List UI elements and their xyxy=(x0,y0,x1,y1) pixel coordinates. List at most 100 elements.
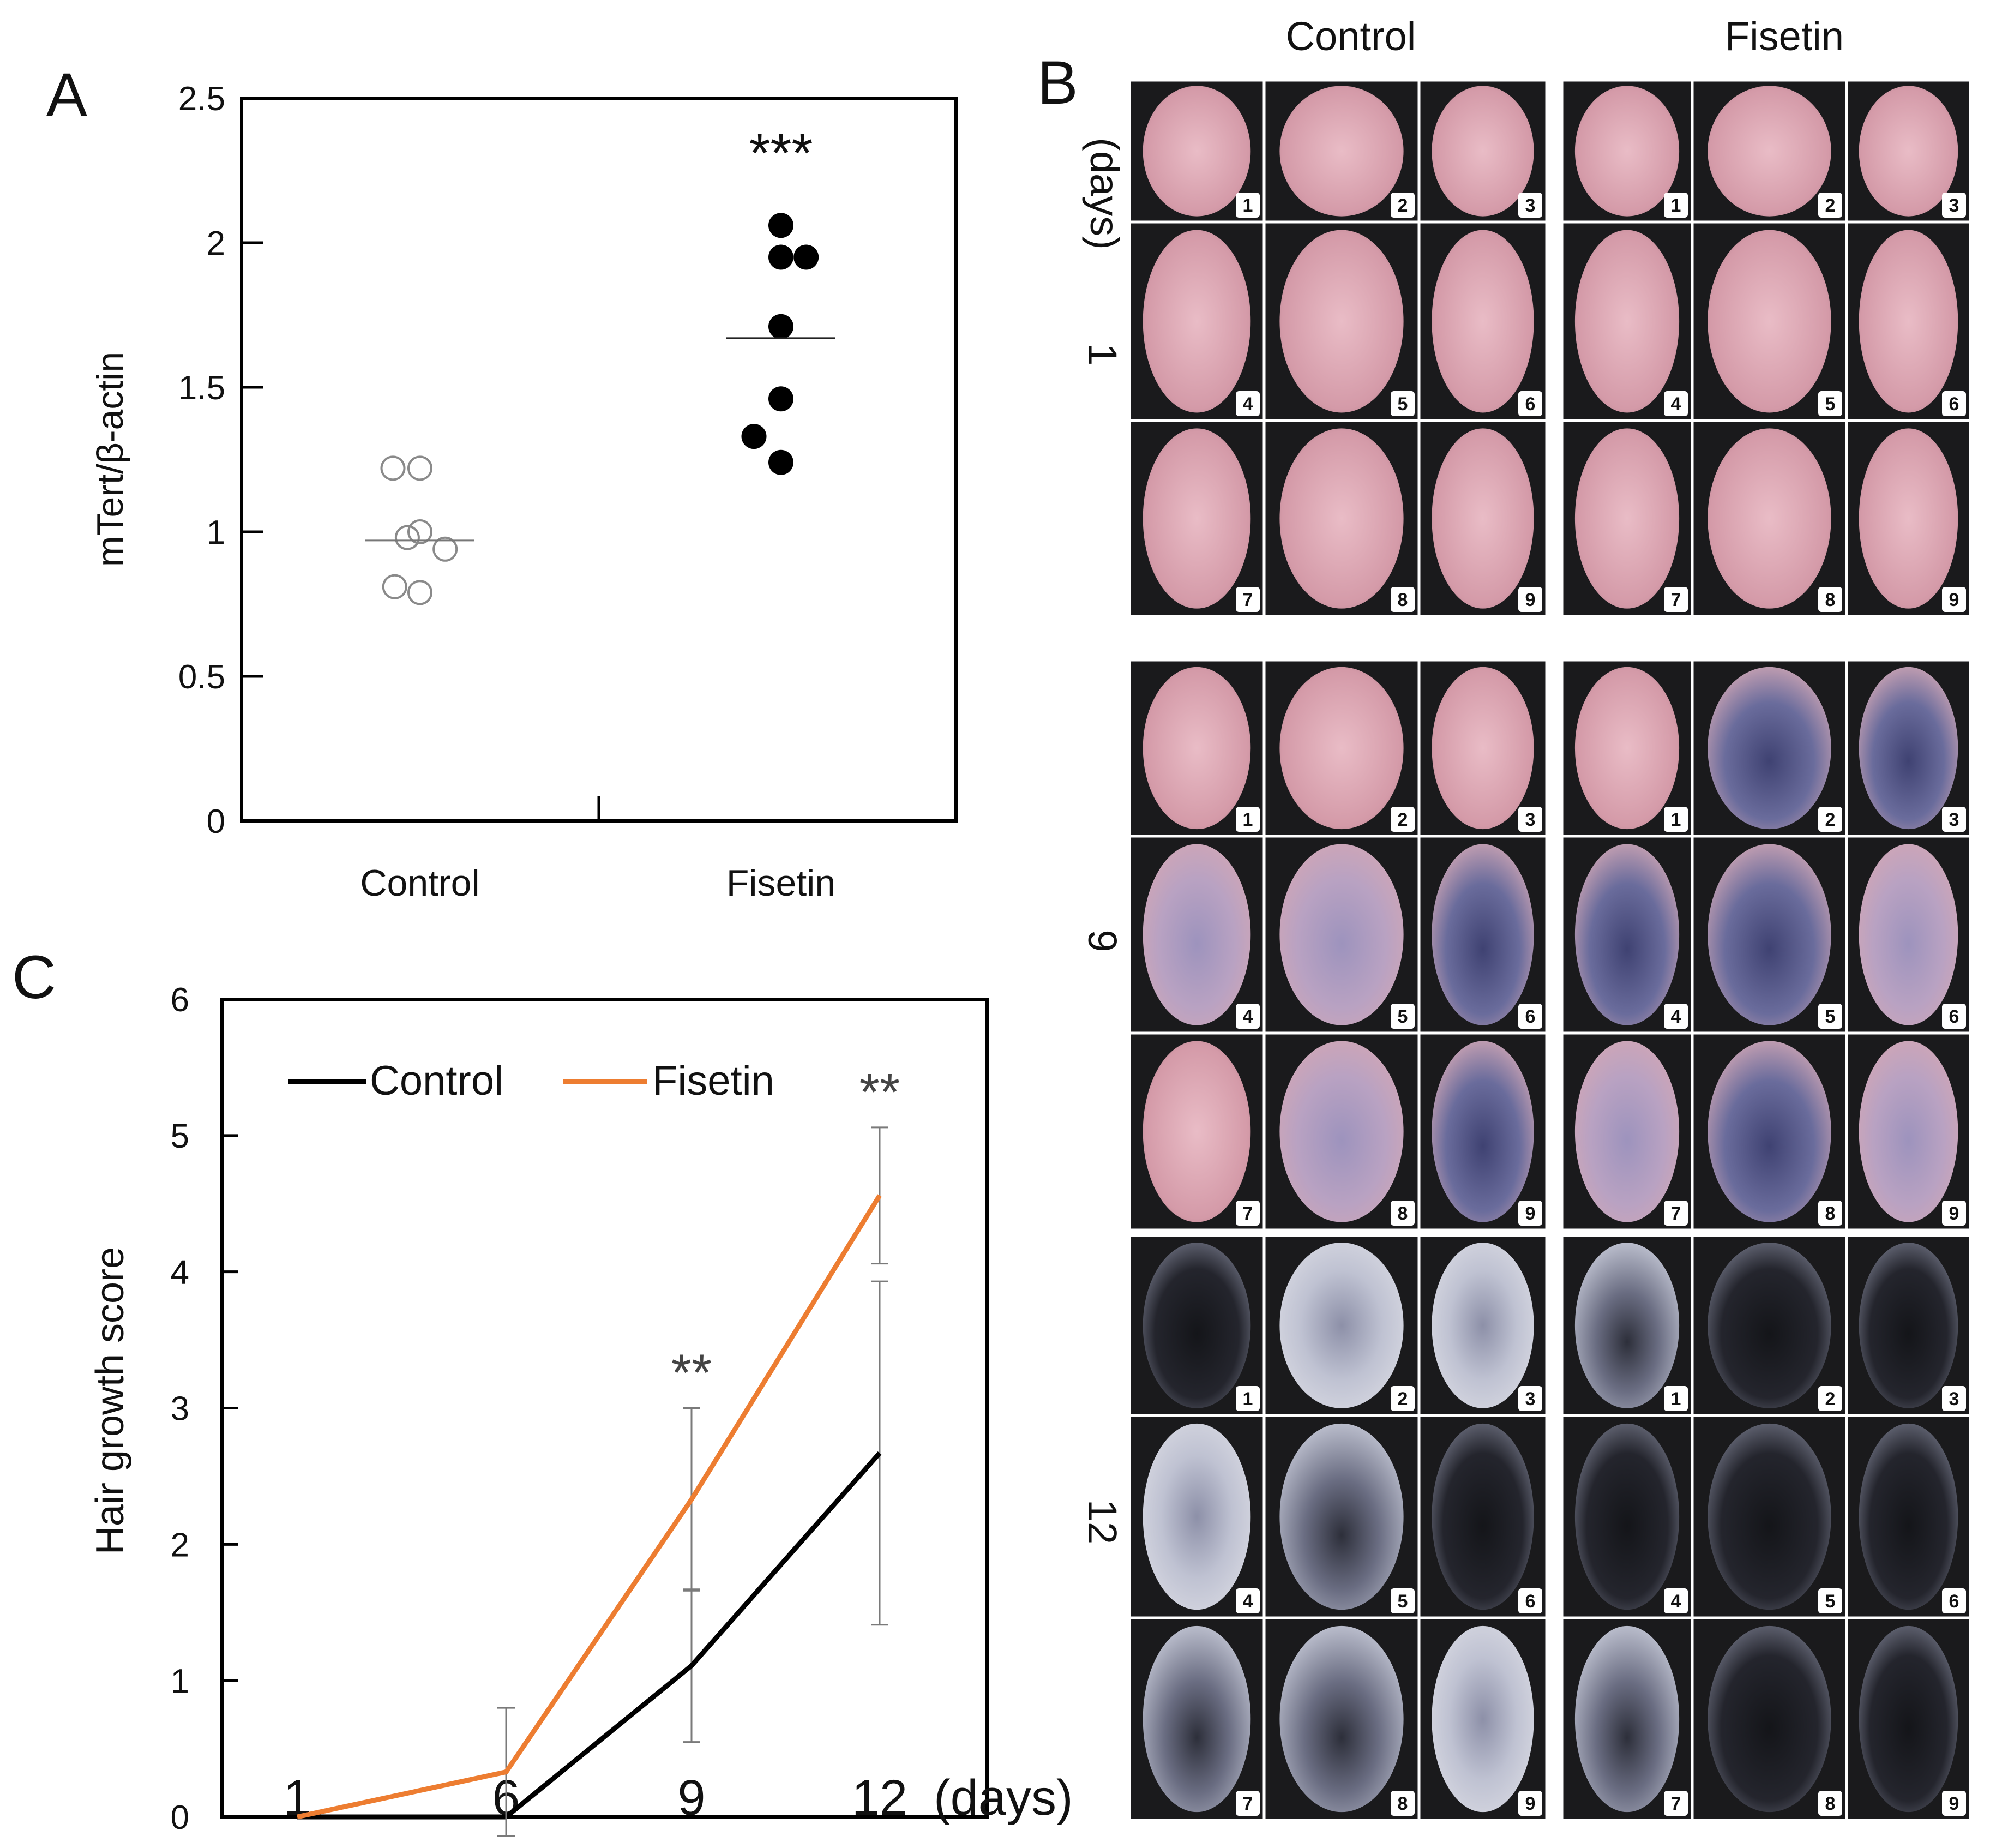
mouse-photo-skin xyxy=(1574,1041,1680,1222)
mouse-photo-skin xyxy=(1279,667,1404,830)
panel-c: C 0 1 2 3 4 5 6 Hair growth score 1 6 9 12 (days)… xyxy=(12,943,1073,1837)
mouse-photo-skin xyxy=(1859,1423,1958,1610)
panel-c-legend: Control Fisetin xyxy=(288,1058,774,1104)
mouse-photo-number: 9 xyxy=(1949,590,1959,610)
mouse-photo-number: 3 xyxy=(1525,1389,1536,1409)
mouse-photo-number-tag xyxy=(1818,1004,1842,1029)
mouse-photo-skin xyxy=(1574,667,1680,830)
mouse-photo-number-tag xyxy=(1664,1201,1688,1226)
mouse-photo-day1-fisetin-6: 6 xyxy=(1845,220,1972,422)
mouse-photo-skin xyxy=(1279,1243,1404,1408)
mouse-photo-day12-control-4: 4 xyxy=(1128,1414,1266,1619)
mouse-photo-number-tag xyxy=(1391,1004,1415,1029)
mouse-photo-skin xyxy=(1279,1041,1404,1222)
mouse-photo-number-tag xyxy=(1942,1386,1966,1411)
mouse-photo-number: 1 xyxy=(1671,1389,1681,1409)
panel-c-y-tick-label: 2 xyxy=(171,1526,189,1564)
panel-c-y-tick-label: 1 xyxy=(171,1663,189,1700)
mouse-photo-skin xyxy=(1574,1243,1680,1408)
mouse-photo-number-tag xyxy=(1664,391,1688,416)
mouse-photo-day9-fisetin-9: 9 xyxy=(1845,1031,1972,1232)
mouse-photo-number-tag xyxy=(1236,1791,1260,1816)
mouse-photo-skin xyxy=(1708,428,1831,609)
mouse-photo-skin xyxy=(1432,1423,1534,1610)
mouse-photo-number-tag xyxy=(1391,1588,1415,1613)
panel-c-y-label: Hair growth score xyxy=(88,1247,132,1555)
mouse-photo-number: 1 xyxy=(1243,195,1253,216)
panel-a-y-tick-label: 0 xyxy=(207,803,225,841)
panel-c-significance: ** xyxy=(671,1344,712,1402)
mouse-photo-skin xyxy=(1574,1625,1680,1813)
panel-b-day-label: 12 xyxy=(1080,1499,1125,1544)
mouse-photo-number-tag xyxy=(1518,1201,1542,1226)
mouse-photo-number-tag xyxy=(1818,193,1842,218)
mouse-photo-number: 6 xyxy=(1525,1591,1536,1612)
mouse-photo-number: 2 xyxy=(1825,195,1836,216)
mouse-photo-skin xyxy=(1708,1625,1831,1813)
panel-c-point-fisetin xyxy=(297,1816,298,1817)
mouse-photo-day1-fisetin-5: 5 xyxy=(1691,220,1848,422)
panel-c-y-tick-label: 0 xyxy=(171,1799,189,1837)
mouse-photo-number: 7 xyxy=(1671,590,1681,610)
mouse-photo-number: 8 xyxy=(1398,590,1408,610)
panel-a-point-fisetin xyxy=(768,314,793,339)
mouse-photo-number: 3 xyxy=(1525,809,1536,830)
panel-b-day-label: 1 xyxy=(1080,343,1125,365)
mouse-photo-day1-fisetin-1: 1 xyxy=(1560,79,1694,224)
panel-a-point-control xyxy=(382,574,407,599)
panel-c-point-control xyxy=(691,1665,692,1666)
mouse-photo-number: 9 xyxy=(1949,1203,1959,1224)
mouse-photo-number-tag xyxy=(1236,1201,1260,1226)
mouse-photo-day12-control-2: 2 xyxy=(1262,1234,1421,1417)
panel-a-point-control xyxy=(407,519,432,544)
mouse-photo-number-tag xyxy=(1818,807,1842,832)
mouse-photo-day12-control-8: 8 xyxy=(1262,1616,1421,1822)
panel-a-significance: *** xyxy=(749,123,813,184)
panel-c-y-tick-label: 3 xyxy=(171,1390,189,1428)
mouse-photo-number-tag xyxy=(1236,1004,1260,1029)
mouse-photo-day9-control-4: 4 xyxy=(1128,835,1266,1035)
mouse-photo-number-tag xyxy=(1391,193,1415,218)
mouse-photo-number: 3 xyxy=(1949,195,1959,216)
mouse-photo-skin xyxy=(1708,86,1831,217)
panel-a-point-fisetin xyxy=(768,449,793,475)
mouse-photo-number: 4 xyxy=(1671,1591,1681,1612)
mouse-photo-number-tag xyxy=(1664,1386,1688,1411)
panel-a-x-axis: Control Fisetin xyxy=(360,862,835,904)
panel-c-point-control xyxy=(879,1452,880,1454)
mouse-photo-day9-fisetin-8: 8 xyxy=(1691,1031,1848,1232)
mouse-photo-number: 9 xyxy=(1525,1203,1536,1224)
mouse-photo-skin xyxy=(1432,230,1534,413)
mouse-photo-day12-control-5: 5 xyxy=(1262,1414,1421,1619)
mouse-photo-skin xyxy=(1432,1243,1534,1408)
panel-a-y-axis: 0 0.5 1 1.5 2 2.5 xyxy=(178,80,263,841)
mouse-photo-day12-fisetin-5: 5 xyxy=(1691,1414,1848,1619)
mouse-photo-skin xyxy=(1859,1625,1958,1813)
mouse-photo-number-tag xyxy=(1518,193,1542,218)
mouse-photo-skin xyxy=(1859,667,1958,830)
mouse-photo-day9-fisetin-6: 6 xyxy=(1845,835,1972,1035)
mouse-photo-number: 1 xyxy=(1243,809,1253,830)
mouse-photo-number-tag xyxy=(1518,1004,1542,1029)
mouse-photo-number: 6 xyxy=(1525,394,1536,415)
panel-b-header-control: Control xyxy=(1286,14,1416,59)
mouse-photo-day1-control-1: 1 xyxy=(1128,79,1266,224)
panel-a-y-tick-label: 0.5 xyxy=(178,658,225,696)
panel-c-y-axis: 0 1 2 3 4 5 6 xyxy=(171,981,238,1837)
mouse-photo-day9-control-2: 2 xyxy=(1262,658,1421,838)
mouse-photo-skin xyxy=(1432,1041,1534,1222)
mouse-photo-number: 2 xyxy=(1398,809,1408,830)
mouse-photo-number-tag xyxy=(1942,1004,1966,1029)
mouse-photo-skin xyxy=(1432,428,1534,609)
mouse-photo-number: 9 xyxy=(1949,1793,1959,1814)
panel-a: A 0 0.5 1 1.5 2 2.5 mTert/β-actin Control Fise… xyxy=(46,61,958,904)
mouse-photo-skin xyxy=(1279,230,1404,413)
mouse-photo-skin xyxy=(1143,86,1251,217)
mouse-photo-day1-fisetin-2: 2 xyxy=(1691,79,1848,224)
mouse-photo-number: 2 xyxy=(1398,195,1408,216)
mouse-photo-number: 7 xyxy=(1243,1203,1253,1224)
mouse-photo-day1-control-3: 3 xyxy=(1417,79,1548,224)
mouse-photo-skin xyxy=(1859,1041,1958,1222)
mouse-photo-day1-control-2: 2 xyxy=(1262,79,1421,224)
mouse-photo-number: 5 xyxy=(1398,1006,1408,1027)
